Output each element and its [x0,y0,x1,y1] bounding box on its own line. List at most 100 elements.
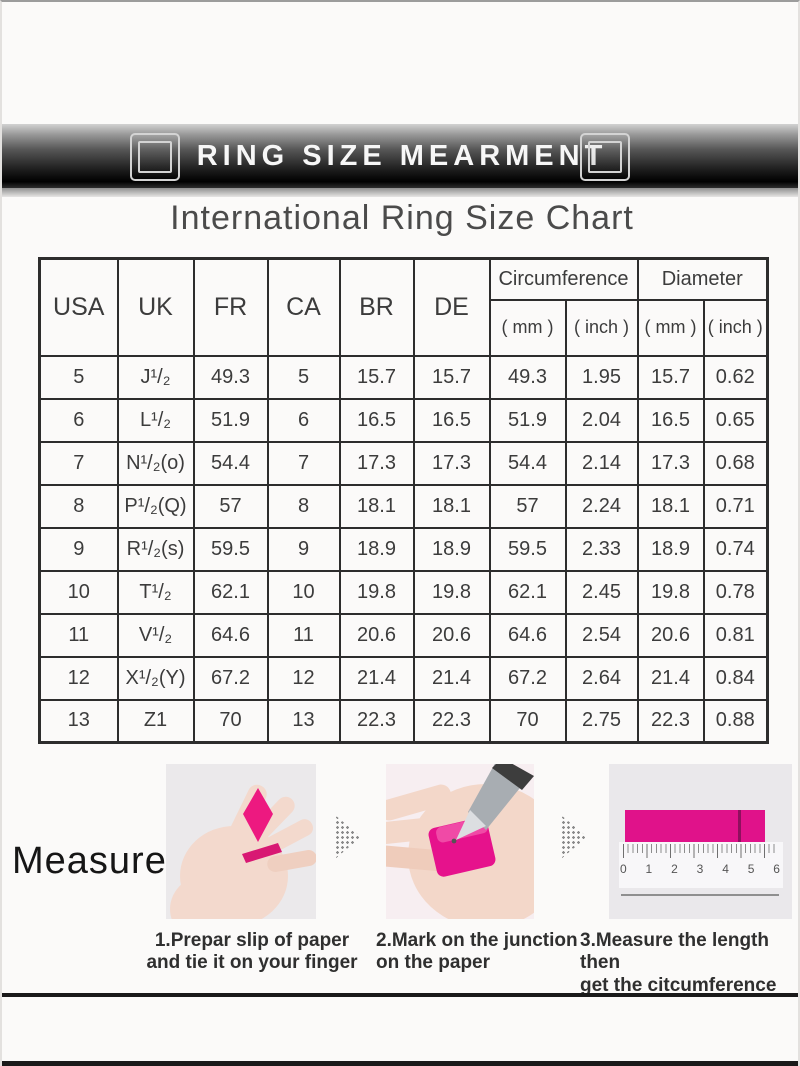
table-cell: 0.71 [702,483,769,529]
table-cell: 2.04 [564,397,639,443]
table-cell: 18.1 [636,483,705,529]
table-cell: 17.3 [412,440,491,486]
table-cell: 8 [266,483,341,529]
table-cell: X¹/₂(Y) [116,655,195,701]
table-cell: 15.7 [338,354,415,400]
step1-caption-line2: and tie it on your finger [146,952,358,974]
table-cell: 18.9 [412,526,491,572]
table-cell: 19.8 [636,569,705,615]
step3-ruler-photo: 0 1 2 3 4 5 6 [609,764,792,919]
measure-heading: Measure [12,840,167,882]
table-cell: 18.9 [636,526,705,572]
table-cell: 15.7 [636,354,705,400]
subheader-circumference-mm: ( mm ) [488,298,567,357]
step3-caption-line2: get the citcumference [580,974,777,996]
table-cell: 54.4 [192,440,269,486]
ruler-baseline [621,894,779,896]
table-cell: 0.65 [702,397,769,443]
table-cell: 22.3 [412,698,491,744]
table-cell: 13 [38,698,119,744]
table-row: 5 J¹/₂ 49.3 5 15.7 15.7 49.3 1.95 15.7 0… [38,354,769,400]
table-cell: 0.74 [702,526,769,572]
step1-caption-line1: 1.Prepar slip of paper [154,930,350,951]
step3-caption-line1: 3.Measure the length then [580,930,769,974]
table-cell: 12 [38,655,119,701]
table-row: 11 V¹/₂ 64.6 11 20.6 20.6 64.6 2.54 20.6… [38,612,769,658]
table-cell: 17.3 [338,440,415,486]
table-cell: 70 [192,698,269,744]
table-cell: Z1 [116,698,195,744]
ruler-numbers: 0 1 2 3 4 5 6 [620,862,780,876]
table-cell: 17.3 [636,440,705,486]
table-cell: R¹/₂(s) [116,526,195,572]
subheader-diameter-inch: ( inch ) [702,298,769,357]
column-header-usa: USA [38,257,119,357]
table-row: 7 N¹/₂(o) 54.4 7 17.3 17.3 54.4 2.14 17.… [38,440,769,486]
table-cell: 70 [488,698,567,744]
frame-icon [130,133,180,181]
step2-hand-photo [386,764,534,919]
ruler-number: 6 [773,862,780,876]
ruler-number: 5 [747,862,755,876]
section-divider-line [2,993,798,997]
dotted-right-arrow-icon [561,815,587,859]
table-row: 8 P¹/₂(Q) 57 8 18.1 18.1 57 2.24 18.1 0.… [38,483,769,529]
table-cell: 20.6 [412,612,491,658]
table-cell: 0.78 [702,569,769,615]
ruler-number: 1 [645,862,653,876]
table-cell: 0.62 [702,354,769,400]
table-cell: 22.3 [338,698,415,744]
ring-size-table: USA UK FR CA BR DE Circumference Diamete… [38,257,770,744]
table-cell: 0.88 [702,698,769,744]
step2-caption-line2: on the paper [376,952,491,974]
table-cell: 54.4 [488,440,567,486]
subheader-circumference-inch: ( inch ) [564,298,639,357]
table-cell: 18.1 [412,483,491,529]
table-cell: 20.6 [636,612,705,658]
table-cell: 62.1 [192,569,269,615]
table-cell: 62.1 [488,569,567,615]
subheader-diameter-mm: ( mm ) [636,298,705,357]
table-cell: 5 [266,354,341,400]
table-cell: 9 [38,526,119,572]
table-row: 6 L¹/₂ 51.9 6 16.5 16.5 51.9 2.04 16.5 0… [38,397,769,443]
table-subheader-row: ( mm ) ( inch ) ( mm ) ( inch ) [40,298,769,357]
table-cell: 2.54 [564,612,639,658]
table-cell: L¹/₂ [116,397,195,443]
pen-mark [738,810,741,842]
step3-caption: 3.Measure the length then get the citcum… [580,930,798,997]
table-cell: 2.64 [564,655,639,701]
table-cell: J¹/₂ [116,354,195,400]
page-title: International Ring Size Chart [170,199,634,237]
column-group-circumference: Circumference [488,257,639,301]
table-cell: 12 [266,655,341,701]
table-cell: 21.4 [412,655,491,701]
table-cell: 10 [266,569,341,615]
step2-caption-line1: 2.Mark on the junction [376,930,578,951]
table-cell: 59.5 [192,526,269,572]
table-cell: 67.2 [192,655,269,701]
table-cell: 57 [488,483,567,529]
table-row: 10 T¹/₂ 62.1 10 19.8 19.8 62.1 2.45 19.8… [38,569,769,615]
ruler-ticks [623,844,775,858]
ruler-number: 2 [671,862,678,876]
table-cell: 0.84 [702,655,769,701]
hand-paper-illustration [170,784,316,919]
table-cell: 49.3 [192,354,269,400]
table-cell: P¹/₂(Q) [116,483,195,529]
step1-caption: 1.Prepar slip of paper and tie it on you… [138,930,366,975]
table-cell: 51.9 [192,397,269,443]
table-cell: 21.4 [338,655,415,701]
table-cell: 2.24 [564,483,639,529]
table-cell: T¹/₂ [116,569,195,615]
table-cell: N¹/₂(o) [116,440,195,486]
table-cell: 2.45 [564,569,639,615]
table-cell: 11 [38,612,119,658]
table-row: 9 R¹/₂(s) 59.5 9 18.9 18.9 59.5 2.33 18.… [38,526,769,572]
table-cell: 16.5 [412,397,491,443]
table-cell: 64.6 [488,612,567,658]
table-cell: 21.4 [636,655,705,701]
frame-icon [580,133,630,181]
column-header-uk: UK [116,257,195,357]
